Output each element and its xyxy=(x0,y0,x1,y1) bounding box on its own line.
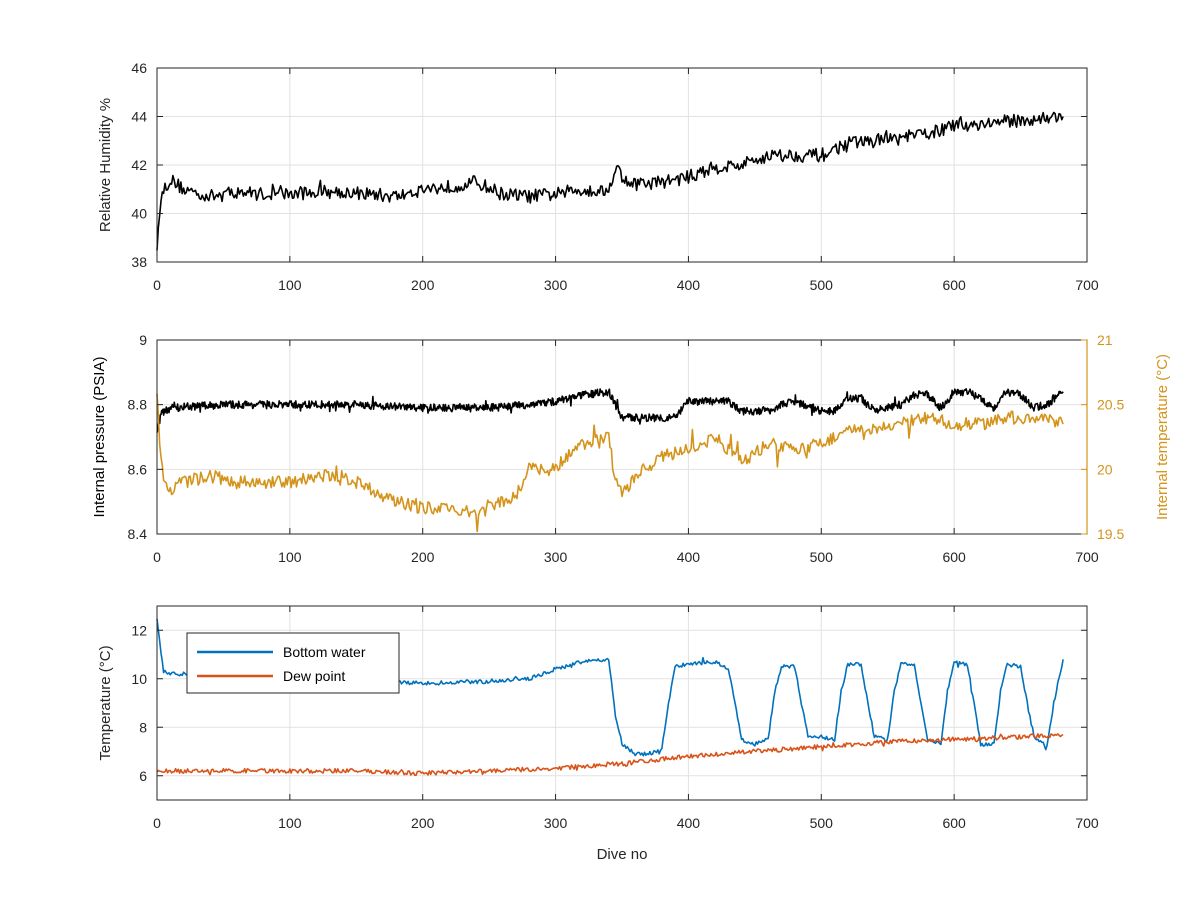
y-axis-label: Temperature (°C) xyxy=(97,645,114,760)
y-tick-label: 40 xyxy=(131,206,147,222)
x-tick-label: 100 xyxy=(278,549,302,565)
y-tick-label: 42 xyxy=(131,157,147,173)
chart-2: 0 100 200 300 400 500 600 700 8.4 8.6 8.8 9 19.5 20 20… xyxy=(91,332,1171,565)
legend-label: Dew point xyxy=(283,668,345,684)
x-tick-label: 600 xyxy=(942,277,966,293)
series-line-data xyxy=(156,388,1064,433)
y-tick-label: 46 xyxy=(131,60,147,76)
x-tick-label: 700 xyxy=(1075,815,1099,831)
y-tick-label: 9 xyxy=(139,332,147,348)
x-tick-label: 100 xyxy=(278,277,302,293)
y-tick-label: 12 xyxy=(131,622,147,638)
x-tick-label: 600 xyxy=(942,815,966,831)
legend: Bottom water Dew point xyxy=(186,632,400,694)
x-tick-label: 600 xyxy=(942,549,966,565)
y-tick-label: 8.8 xyxy=(128,397,148,413)
legend-box xyxy=(186,632,400,694)
y-tick-label: 8.4 xyxy=(128,526,148,542)
x-tick-label: 100 xyxy=(278,815,302,831)
x-tick-label: 200 xyxy=(411,815,435,831)
series-line-dew-point xyxy=(156,733,1064,776)
x-tick-label: 500 xyxy=(810,549,834,565)
y-tick-label: 6 xyxy=(139,768,147,784)
x-tick-label: 300 xyxy=(544,549,568,565)
x-axis-label: Dive no xyxy=(597,846,648,863)
y2-axis-label: Internal temperature (°C) xyxy=(1154,354,1171,520)
x-tick-label: 500 xyxy=(810,815,834,831)
plot-area xyxy=(157,340,1087,534)
y-tick-label: 10 xyxy=(131,671,147,687)
x-tick-label: 0 xyxy=(153,815,161,831)
x-tick-label: 0 xyxy=(153,549,161,565)
chart-3: 0 100 200 300 400 500 600 700 6 8 10 12 Temperature … xyxy=(97,605,1099,863)
x-tick-label: 500 xyxy=(810,277,834,293)
y-tick-label: 8.6 xyxy=(128,461,148,477)
x-tick-label: 700 xyxy=(1075,277,1099,293)
plot-frame xyxy=(156,605,1088,801)
x-tick-label: 200 xyxy=(411,277,435,293)
x-tick-label: 300 xyxy=(544,277,568,293)
y-tick-label: 8 xyxy=(139,719,147,735)
series-line-right-axis xyxy=(156,393,1064,533)
x-tick-label: 700 xyxy=(1075,549,1099,565)
legend-label: Bottom water xyxy=(283,644,366,660)
chart-1: 0 100 200 300 400 500 600 700 38 40 42 44 46 Relative… xyxy=(97,60,1099,293)
x-tick-label: 0 xyxy=(153,277,161,293)
y-tick-label: 38 xyxy=(131,254,147,270)
y2-tick-label: 20.5 xyxy=(1097,397,1124,413)
series-line-data xyxy=(156,111,1064,251)
y2-tick-label: 19.5 xyxy=(1097,526,1124,542)
y-axis-label: Internal pressure (PSIA) xyxy=(91,357,108,518)
x-tick-label: 200 xyxy=(411,549,435,565)
y-axis-label: Relative Humidity % xyxy=(97,98,114,232)
y2-tick-label: 21 xyxy=(1097,332,1113,348)
x-tick-label: 300 xyxy=(544,815,568,831)
x-tick-label: 400 xyxy=(677,277,701,293)
y-tick-label: 44 xyxy=(131,109,147,125)
x-tick-label: 400 xyxy=(677,815,701,831)
x-tick-label: 400 xyxy=(677,549,701,565)
y2-tick-label: 20 xyxy=(1097,461,1113,477)
